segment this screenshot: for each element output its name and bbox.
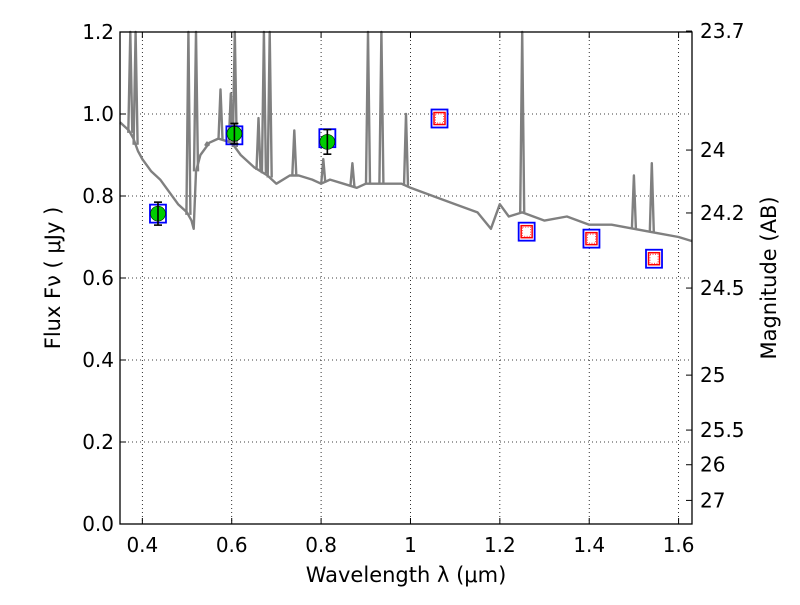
emission-line-spike <box>192 30 200 172</box>
model-photometry-box <box>582 228 601 249</box>
inner-photometry-box <box>647 251 661 266</box>
emission-line-spike <box>648 162 655 233</box>
emission-line-spike <box>127 30 134 133</box>
model-photometry-box <box>645 248 663 269</box>
y2-axis-label: Magnitude (AB) <box>757 196 781 359</box>
photometry-markers <box>149 108 663 269</box>
inner-photometry-box-dots <box>522 226 532 237</box>
x-tick-label: 0.8 <box>305 533 337 557</box>
emission-line-spike <box>217 88 224 140</box>
emission-line-spike <box>204 141 211 147</box>
y2-tick-label: 23.7 <box>700 19 745 43</box>
grid <box>120 31 692 525</box>
y2-tick-label: 25 <box>700 363 725 387</box>
emission-line-spike <box>132 30 139 145</box>
emission-line-spike <box>266 30 273 178</box>
inner-photometry-box <box>520 224 533 239</box>
emission-line-spike <box>291 129 298 176</box>
x-tick-label: 0.4 <box>126 533 158 557</box>
x-tick-label: 1 <box>404 533 417 557</box>
x-tick-label: 1.6 <box>663 533 695 557</box>
model-photometry-box <box>430 108 449 129</box>
y-tick-label: 1.2 <box>82 20 114 44</box>
y2-tick-label: 24 <box>700 138 725 162</box>
emission-line-spike <box>185 30 192 215</box>
inner-photometry-box-dots <box>587 233 596 244</box>
model-continuum-line <box>119 121 693 243</box>
emission-line-spike <box>349 162 356 187</box>
inner-photometry-box-dots <box>649 253 659 264</box>
inner-photometry-box <box>433 111 446 126</box>
emission-line-spike <box>260 30 268 174</box>
emission-line-spike <box>402 112 410 186</box>
emission-line-spike <box>519 30 526 213</box>
y2-tick-label: 24.5 <box>700 276 745 300</box>
y2-tick-label: 27 <box>700 488 725 512</box>
y2-tick-label: 26 <box>700 453 725 477</box>
y-tick-label: 0.6 <box>82 266 114 290</box>
model-spectrum <box>119 30 693 243</box>
emission-line-spike <box>364 30 372 184</box>
inner-photometry-box <box>585 231 598 246</box>
axis-ticks: 0.4 0.6 0.8 1 1.2 1.4 1.6 0.0 0.2 0.4 0.6 0.8 1.0 1.2… <box>82 19 744 557</box>
x-axis-label: Wavelength λ (μm) <box>306 563 507 587</box>
x-tick-label: 1.2 <box>484 533 516 557</box>
y2-tick-label: 25.5 <box>700 418 745 442</box>
x-tick-label: 1.4 <box>573 533 605 557</box>
emission-line-spike <box>255 116 262 171</box>
x-tick-label: 0.6 <box>216 533 248 557</box>
emission-line-spike <box>378 30 385 184</box>
y-tick-label: 0.8 <box>82 184 114 208</box>
model-photometry-box <box>517 221 536 242</box>
y2-tick-label: 24.2 <box>700 201 745 225</box>
plot-frame <box>119 31 693 525</box>
y-tick-label: 0.0 <box>82 512 114 536</box>
y-tick-label: 0.4 <box>82 348 114 372</box>
y-tick-label: 0.2 <box>82 430 114 454</box>
y-tick-label: 1.0 <box>82 102 114 126</box>
emission-line-spike <box>630 174 638 229</box>
y-axis-label: Flux Fν ( μJy ) <box>41 207 65 350</box>
inner-photometry-box-dots <box>435 113 444 124</box>
emission-line-spike <box>320 157 327 183</box>
